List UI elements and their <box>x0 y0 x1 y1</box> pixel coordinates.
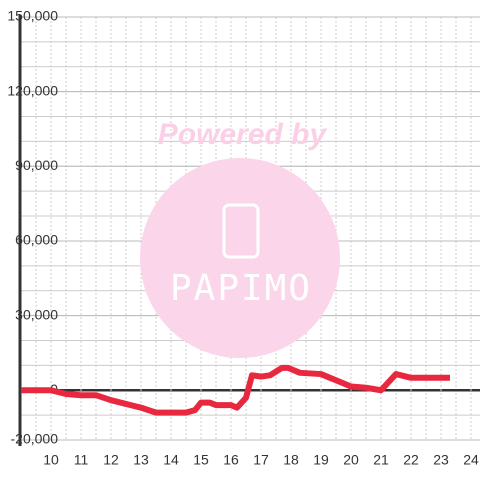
y-tick-label: 120,000 <box>7 82 58 98</box>
y-tick-label: 90,000 <box>15 157 58 173</box>
x-tick-label: 20 <box>343 452 359 468</box>
x-tick-label: 14 <box>163 452 179 468</box>
watermark-phone <box>222 203 260 259</box>
line <box>21 364 450 416</box>
watermark-text: Powered by <box>158 118 328 151</box>
x-tick-label: 23 <box>433 452 449 468</box>
y-tick-label: 60,000 <box>15 232 58 248</box>
x-tick-label: 17 <box>253 452 269 468</box>
x-tick-label: 10 <box>43 452 59 468</box>
grid <box>21 16 480 441</box>
x-tick-label: 22 <box>403 452 419 468</box>
x-tick-label: 18 <box>283 452 299 468</box>
x-tick-label: 21 <box>373 452 389 468</box>
x-tick-label: 11 <box>74 452 89 468</box>
x-tick-label: 24 <box>463 452 479 468</box>
y-tick-label: -20,000 <box>11 431 59 447</box>
y-tick-label: 150,000 <box>7 8 58 24</box>
x-tick-label: 19 <box>313 452 329 468</box>
x-tick-label: 13 <box>133 452 149 468</box>
x-tick-label: 16 <box>223 452 239 468</box>
x-tick-label: 12 <box>103 452 119 468</box>
y-tick-label: 30,000 <box>15 306 58 322</box>
x-tick-label: 15 <box>193 452 209 468</box>
watermark-brand: PAPIMO <box>170 268 312 309</box>
